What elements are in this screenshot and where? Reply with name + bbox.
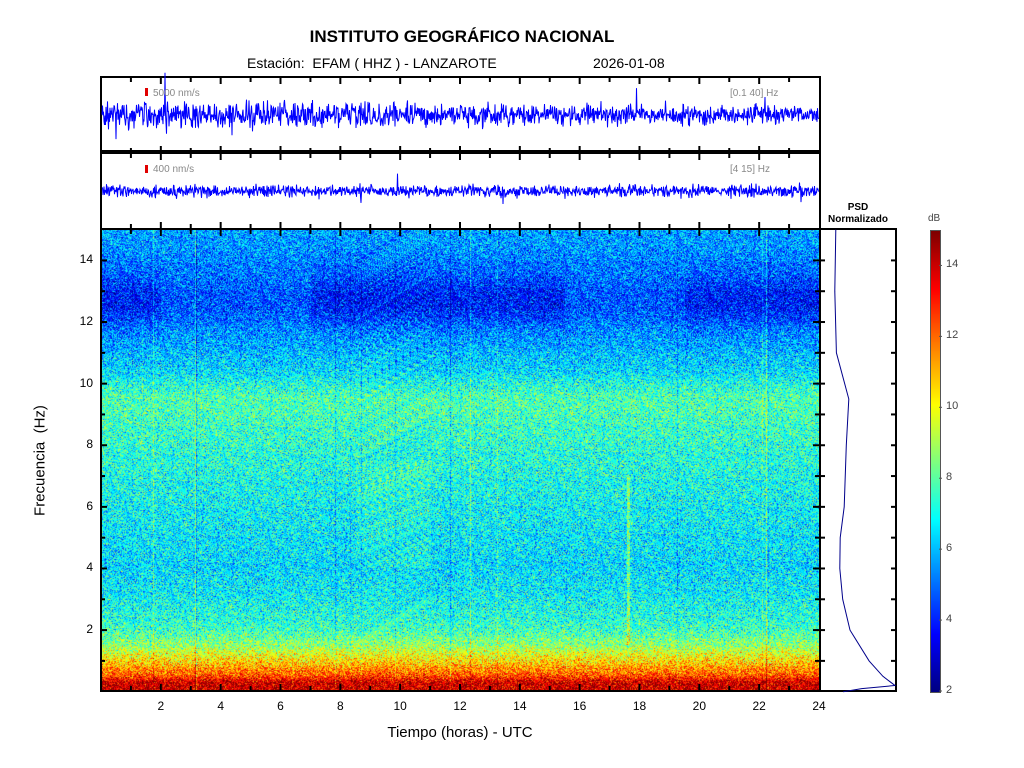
psd-title: PSD Normalizado: [820, 202, 896, 226]
x-tick-label: 6: [277, 699, 284, 713]
x-tick-label: 8: [336, 699, 344, 713]
x-tick-label: 22: [752, 699, 766, 713]
x-tick-label: 24: [812, 699, 826, 713]
station-label: Estación: EFAM ( HHZ ) - LANZAROTE: [247, 55, 497, 71]
y-tick-label: 8: [86, 437, 93, 452]
x-tick-label: 16: [572, 699, 587, 713]
colorbar-tick-label: 10: [946, 400, 959, 413]
colorbar-label: dB: [928, 213, 941, 224]
colorbar-tick-label: 8: [946, 471, 953, 484]
y-tick-label: 10: [79, 375, 93, 390]
trace-band-2: [4 15] Hz: [730, 164, 771, 175]
y-tick-label: 14: [79, 252, 93, 267]
y-tick-label: 2: [86, 622, 93, 637]
x-axis-label: Tiempo (horas) - UTC: [387, 724, 533, 741]
date-label: 2026-01-08: [593, 55, 665, 71]
x-tick-label: 2: [157, 699, 165, 713]
trace-band-1: [0.1 40] Hz: [730, 88, 779, 99]
psd-title-line2: Normalizado: [827, 214, 888, 225]
x-tick-label: 12: [453, 699, 467, 713]
trace-scale-2: 400 nm/s: [153, 164, 195, 175]
scale-bar-1: [145, 88, 148, 96]
psd-title-line1: PSD: [847, 202, 869, 213]
scale-bar-2: [145, 165, 148, 173]
colorbar-tick-label: 12: [946, 329, 959, 342]
spectrogram-heatmap: [101, 229, 819, 691]
colorbar-tick-label: 2: [946, 684, 953, 696]
y-tick-label: 6: [86, 498, 93, 513]
x-tick-label: 20: [692, 699, 706, 713]
y-axis-label: Frecuencia (Hz): [31, 405, 49, 516]
y-tick-label: 4: [86, 560, 93, 575]
figure-title: INSTITUTO GEOGRÁFICO NACIONAL: [309, 27, 615, 46]
x-tick-label: 18: [632, 699, 647, 713]
colorbar-tick-label: 6: [946, 542, 953, 555]
colorbar-tick-label: 4: [946, 613, 953, 626]
colorbar-tick-label: 14: [946, 258, 959, 271]
x-tick-label: 4: [217, 699, 224, 713]
psd-curve: [834, 229, 897, 693]
x-tick-label: 10: [393, 699, 407, 713]
psd-panel: [819, 228, 897, 692]
y-tick-label: 12: [79, 314, 93, 329]
seismogram-trace-2: [101, 173, 819, 205]
x-tick-label: 14: [513, 699, 527, 713]
colorbar: [930, 230, 941, 693]
seismogram-trace-1: [101, 72, 819, 140]
trace-scale-1: 5000 nm/s: [153, 88, 200, 99]
